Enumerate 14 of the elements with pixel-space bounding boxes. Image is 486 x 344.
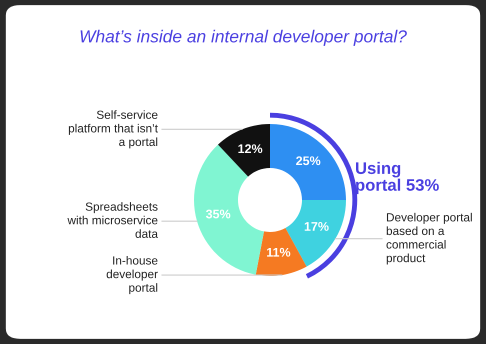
text: Using portal 53% [356, 162, 439, 194]
slice-label: Developer portal based on a commercial product [386, 212, 472, 265]
data-label: 11% [267, 248, 290, 257]
data-label: 12% [238, 144, 262, 154]
data-label: 35% [206, 210, 230, 218]
donut-slice [218, 124, 270, 177]
donut-slice [194, 144, 264, 275]
data-label: 17% [304, 222, 329, 231]
slice-label: Spreadsheets with microservice data [67, 202, 158, 238]
data-label: 25% [296, 156, 320, 166]
donut-slice [270, 124, 346, 200]
slice-label: Self-service platform that isn’t a portal [68, 110, 158, 148]
slice-label: In-house developer portal [106, 256, 158, 294]
chart-title: What’s inside an internal developer portal? [80, 30, 407, 46]
